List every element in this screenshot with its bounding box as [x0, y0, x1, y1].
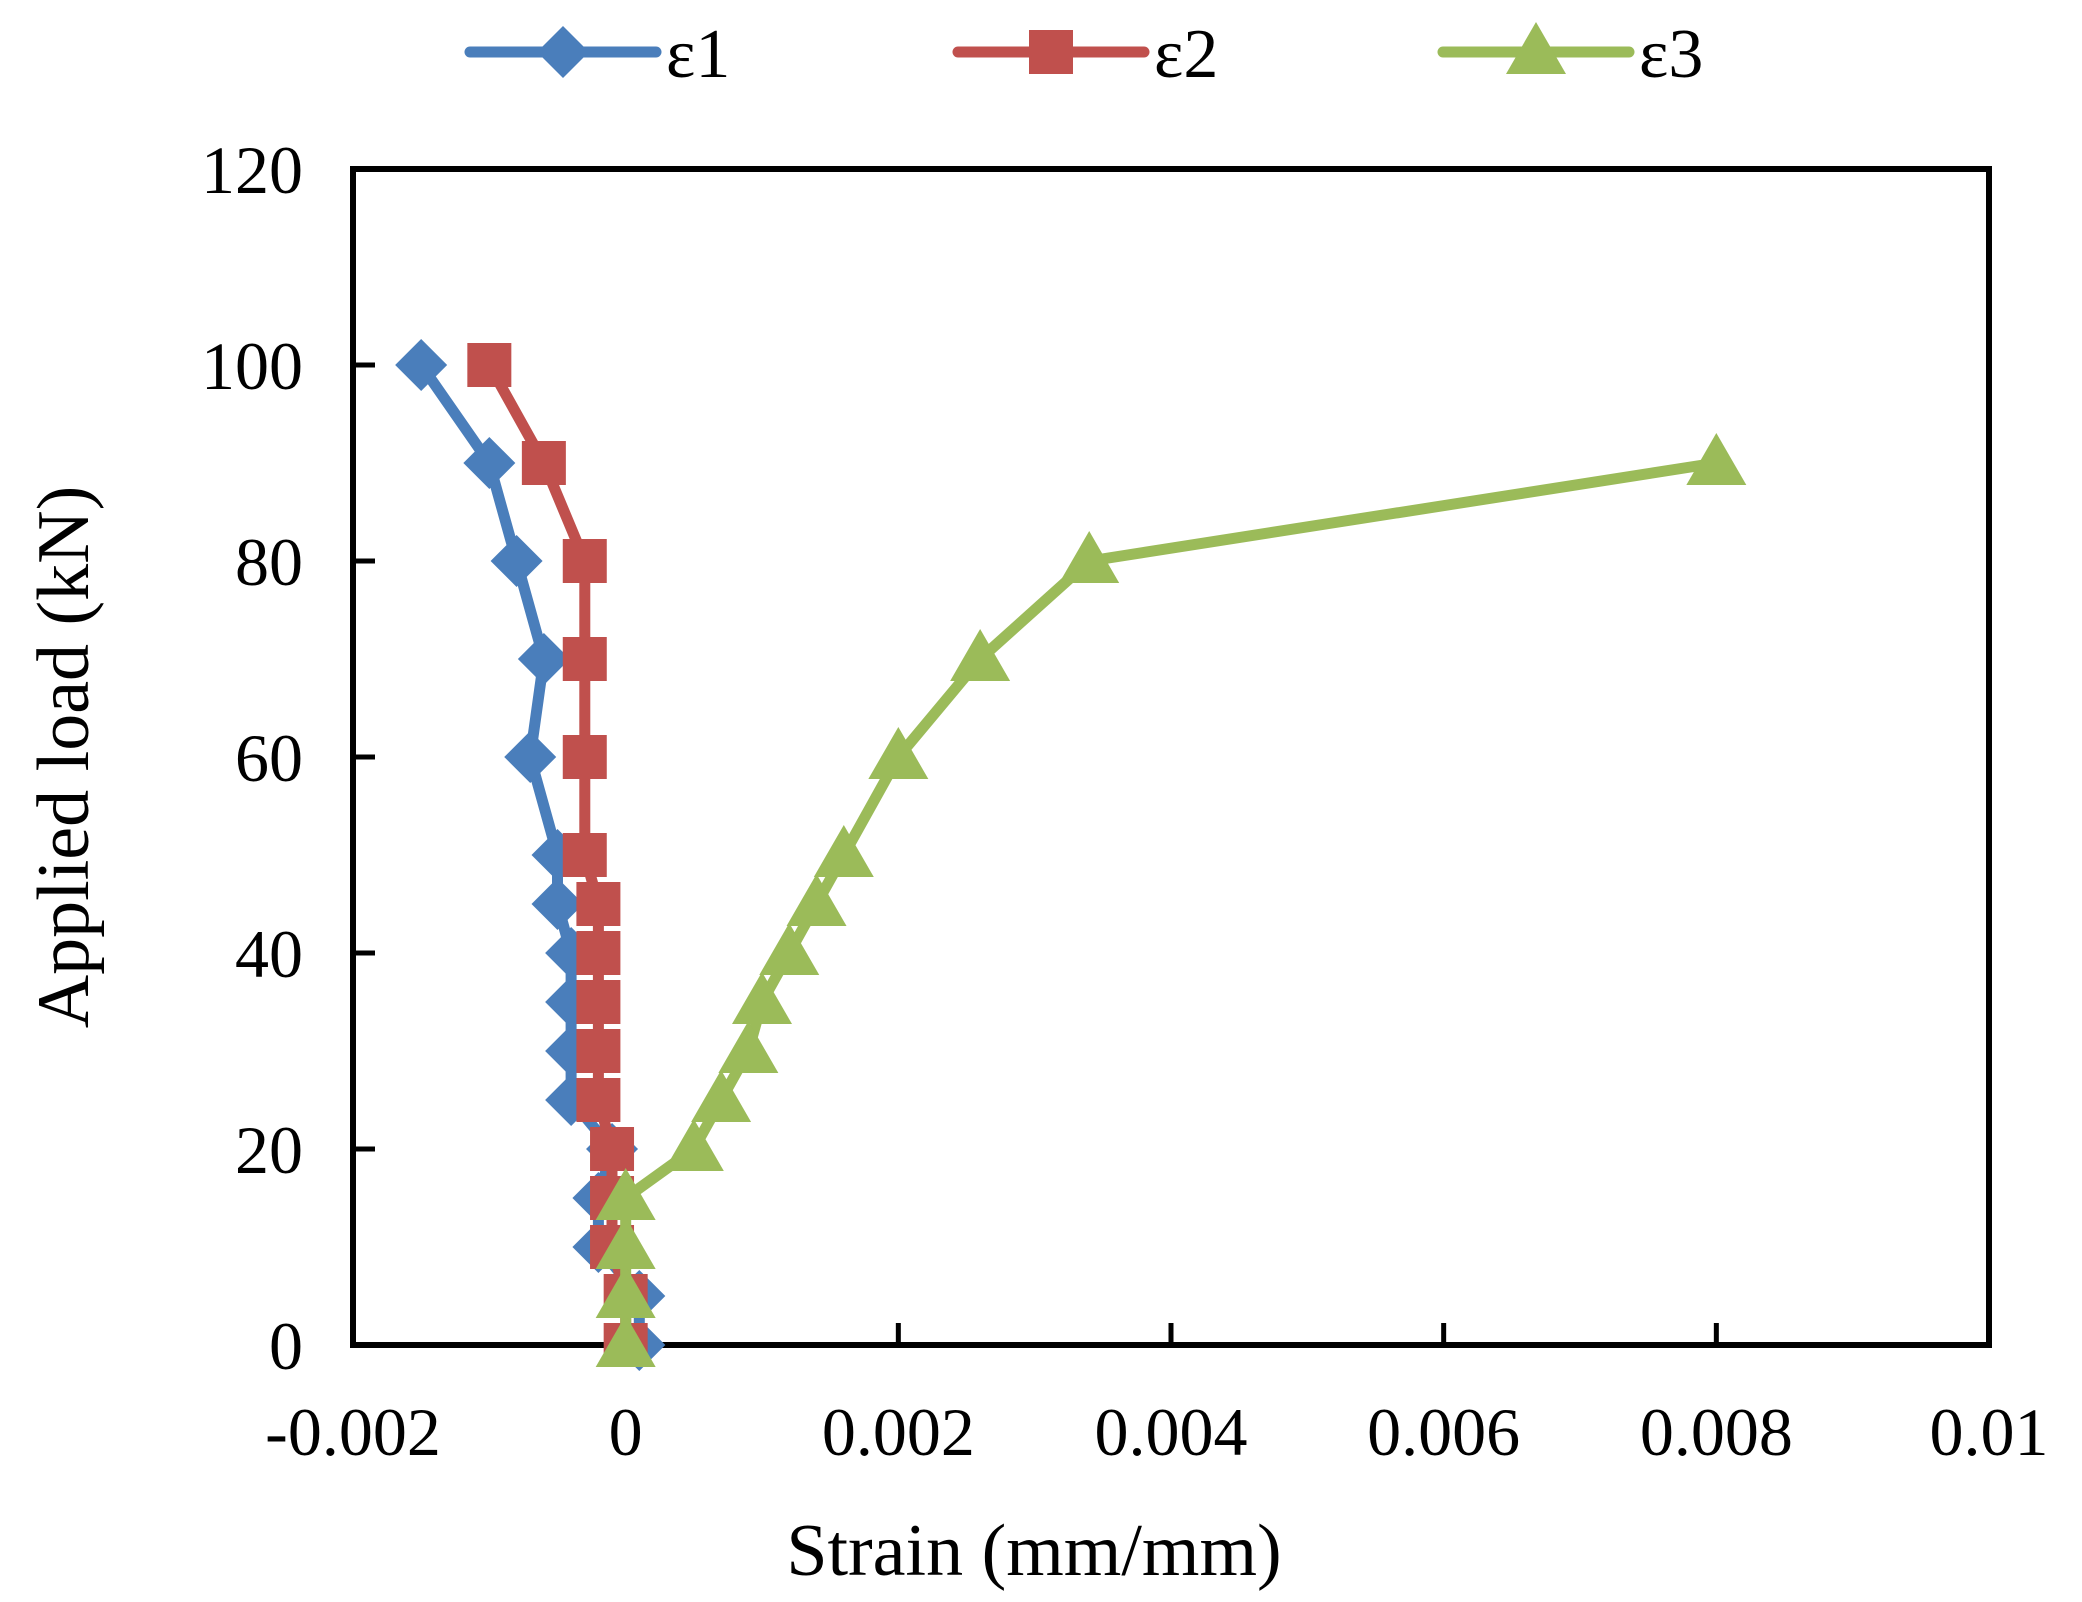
x-tick-label: -0.002	[265, 1394, 441, 1470]
legend: ε1 ε2 ε3	[464, 16, 1703, 93]
data-point-marker	[691, 1070, 752, 1122]
data-point-marker	[1059, 531, 1120, 583]
y-tick-label: 80	[235, 524, 303, 600]
data-point-marker	[576, 980, 621, 1024]
y-tick-label: 100	[201, 328, 303, 404]
legend-item: ε3	[1437, 16, 1703, 93]
data-point-marker	[562, 735, 607, 779]
data-point-marker	[562, 833, 607, 877]
y-tick-label: 60	[235, 720, 303, 796]
legend-item: ε2	[952, 16, 1218, 93]
x-tick-label: 0.008	[1640, 1394, 1793, 1470]
y-axis-label: Applied load (kN)	[23, 486, 105, 1029]
y-tick-label: 0	[269, 1308, 303, 1384]
x-tick-label: 0	[609, 1394, 643, 1470]
x-tick-label: 0.002	[822, 1394, 975, 1470]
data-point-marker	[395, 339, 448, 391]
data-point-marker	[504, 731, 557, 783]
data-point-marker	[759, 923, 820, 975]
x-axis-label: Strain (mm/mm)	[786, 1510, 1281, 1592]
y-axis-tick-labels: 0 20 40 60 80 100 120	[201, 132, 303, 1384]
legend-label: ε3	[1639, 16, 1703, 93]
data-point-marker	[595, 1315, 656, 1367]
data-point-marker	[786, 874, 847, 926]
data-point-marker	[467, 343, 512, 387]
data-point-marker	[576, 882, 621, 926]
data-point-marker	[663, 1119, 724, 1171]
x-tick-label: 0.01	[1930, 1394, 2049, 1470]
y-tick-label: 40	[235, 916, 303, 992]
data-point-marker	[590, 1127, 635, 1171]
data-point-marker	[595, 1217, 656, 1269]
x-tick-label: 0.004	[1095, 1394, 1248, 1470]
data-point-marker	[576, 931, 621, 975]
data-point-marker	[562, 539, 607, 583]
data-point-marker	[595, 1168, 656, 1220]
series-line	[620, 457, 1722, 1351]
x-axis-tick-labels: -0.002 0 0.002 0.004 0.006 0.008 0.01	[265, 1394, 2048, 1470]
x-tick-label: 0.006	[1367, 1394, 1520, 1470]
data-point-marker	[718, 1021, 779, 1073]
data-point-marker	[576, 1029, 621, 1073]
data-point-marker	[531, 878, 584, 930]
y-tick-label: 20	[235, 1112, 303, 1188]
legend-marker	[1506, 22, 1566, 74]
y-axis-ticks	[353, 166, 375, 1348]
legend-label: ε1	[666, 16, 730, 93]
data-point-marker	[521, 441, 566, 485]
legend-label: ε2	[1154, 16, 1218, 93]
data-point-marker	[1686, 433, 1747, 485]
data-point-marker	[517, 633, 570, 685]
series-3	[595, 433, 1747, 1367]
series-layer	[395, 339, 1747, 1371]
legend-marker	[1029, 30, 1073, 74]
y-tick-label: 120	[201, 132, 303, 208]
data-point-marker	[732, 972, 792, 1024]
series-line	[483, 359, 632, 1351]
data-point-marker	[595, 1266, 656, 1318]
data-point-marker	[490, 535, 543, 587]
x-axis-ticks	[350, 1323, 1992, 1345]
data-point-marker	[813, 825, 874, 877]
legend-item: ε1	[464, 16, 730, 93]
data-point-marker	[463, 437, 516, 489]
data-point-marker	[562, 637, 607, 681]
data-point-marker	[950, 629, 1011, 681]
legend-marker	[537, 26, 589, 78]
data-point-marker	[868, 727, 929, 779]
data-point-marker	[576, 1078, 621, 1122]
